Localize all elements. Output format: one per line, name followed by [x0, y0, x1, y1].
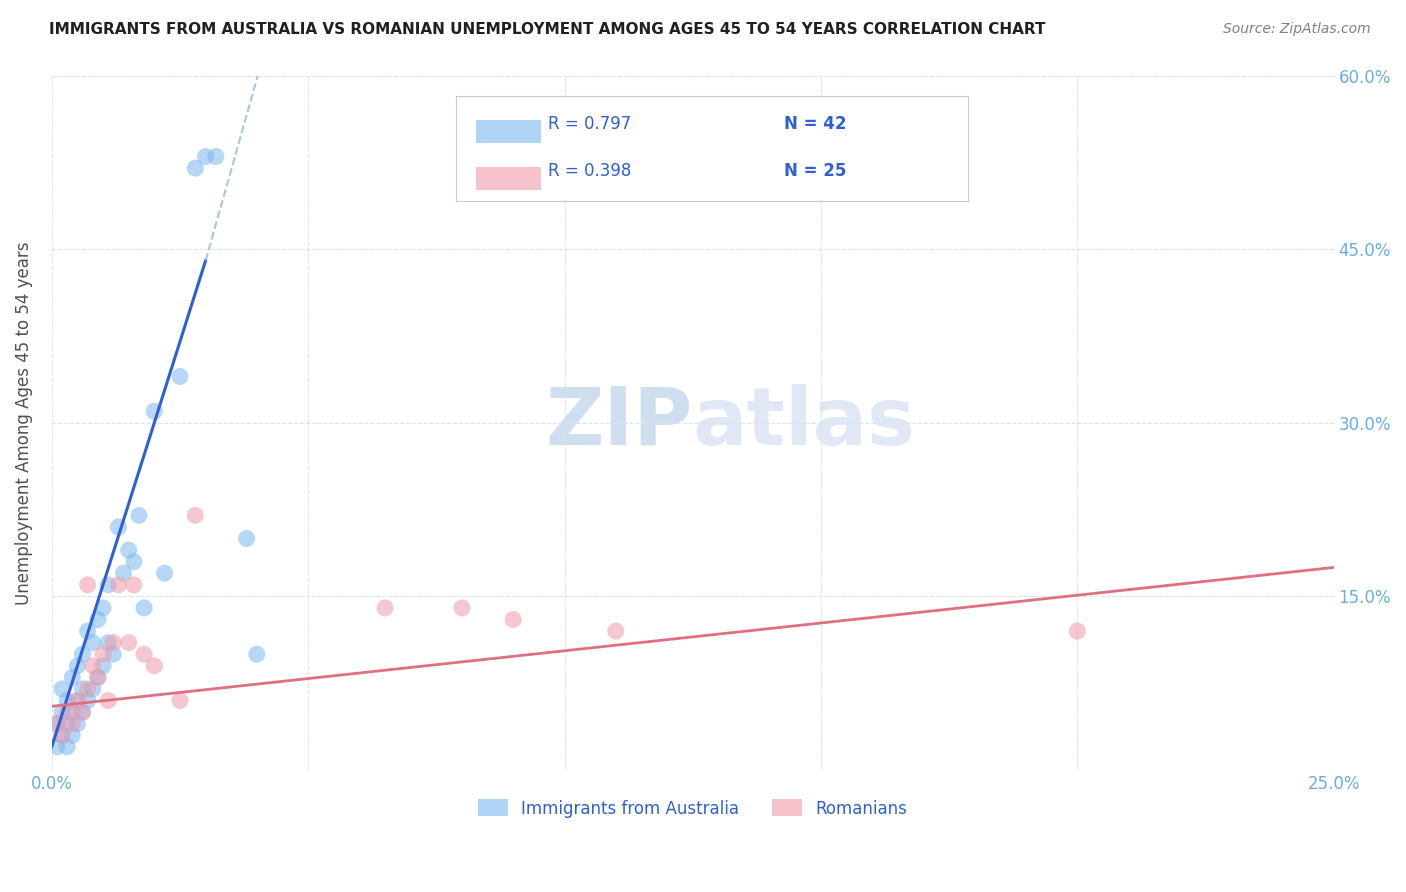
Point	[56, 693, 79, 707]
Point	[205, 149, 228, 163]
Point	[87, 670, 110, 684]
Point	[169, 693, 191, 707]
Point	[82, 681, 104, 696]
Point	[103, 635, 125, 649]
Point	[97, 693, 120, 707]
Point	[103, 647, 125, 661]
Point	[143, 404, 166, 418]
Point	[60, 728, 83, 742]
Point	[97, 578, 120, 592]
Point	[184, 508, 207, 523]
Text: Source: ZipAtlas.com: Source: ZipAtlas.com	[1223, 22, 1371, 37]
Point	[246, 647, 269, 661]
Point	[72, 681, 94, 696]
Point	[87, 613, 110, 627]
Y-axis label: Unemployment Among Ages 45 to 54 years: Unemployment Among Ages 45 to 54 years	[15, 241, 32, 605]
Text: atlas: atlas	[693, 384, 915, 462]
Text: ZIP: ZIP	[546, 384, 693, 462]
Point	[60, 705, 83, 719]
Point	[374, 601, 396, 615]
Point	[1066, 624, 1088, 639]
Point	[51, 728, 73, 742]
Point	[143, 658, 166, 673]
Point	[112, 566, 135, 581]
Point	[45, 716, 67, 731]
Point	[56, 716, 79, 731]
Point	[72, 647, 94, 661]
Point	[72, 705, 94, 719]
Point	[128, 508, 150, 523]
Point	[56, 739, 79, 754]
Point	[45, 716, 67, 731]
Point	[51, 681, 73, 696]
Point	[82, 635, 104, 649]
Point	[66, 658, 89, 673]
Point	[66, 716, 89, 731]
Point	[97, 635, 120, 649]
Point	[118, 635, 141, 649]
Point	[60, 670, 83, 684]
Point	[45, 739, 67, 754]
Point	[451, 601, 474, 615]
Point	[169, 369, 191, 384]
Point	[76, 693, 98, 707]
Point	[184, 161, 207, 175]
Point	[122, 555, 145, 569]
Point	[56, 705, 79, 719]
Point	[51, 728, 73, 742]
Point	[72, 705, 94, 719]
Point	[153, 566, 176, 581]
Point	[76, 578, 98, 592]
Point	[87, 670, 110, 684]
Point	[91, 658, 114, 673]
Point	[502, 613, 524, 627]
Point	[132, 647, 155, 661]
Point	[76, 624, 98, 639]
Point	[235, 532, 257, 546]
Point	[107, 520, 129, 534]
Point	[66, 693, 89, 707]
Point	[194, 149, 217, 163]
Point	[132, 601, 155, 615]
Legend: Immigrants from Australia, Romanians: Immigrants from Australia, Romanians	[471, 793, 914, 824]
Point	[51, 705, 73, 719]
Text: IMMIGRANTS FROM AUSTRALIA VS ROMANIAN UNEMPLOYMENT AMONG AGES 45 TO 54 YEARS COR: IMMIGRANTS FROM AUSTRALIA VS ROMANIAN UN…	[49, 22, 1046, 37]
Point	[107, 578, 129, 592]
Point	[76, 681, 98, 696]
Point	[82, 658, 104, 673]
Point	[605, 624, 627, 639]
Point	[122, 578, 145, 592]
Point	[118, 543, 141, 558]
Point	[60, 716, 83, 731]
Point	[91, 601, 114, 615]
Point	[66, 693, 89, 707]
Point	[91, 647, 114, 661]
